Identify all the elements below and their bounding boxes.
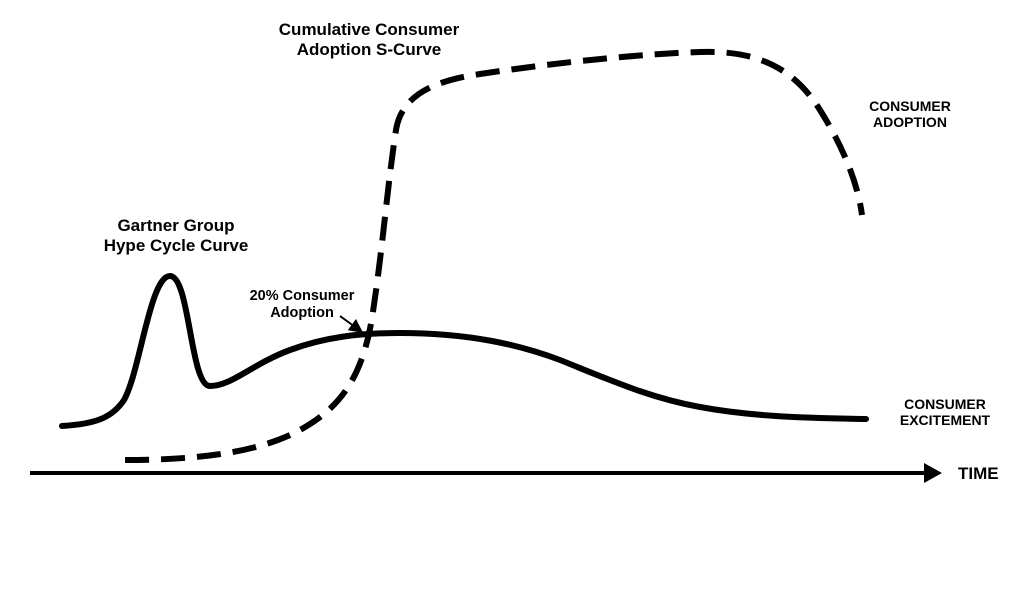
consumer-excitement-label-line1: CONSUMER: [904, 396, 986, 412]
adoption-s-curve: [124, 48, 865, 463]
scurve-title: Cumulative Consumer Adoption S-Curve: [262, 20, 476, 59]
time-axis-label-text: TIME: [958, 464, 999, 483]
callout-arrow: [339, 315, 364, 333]
consumer-excitement-label-line2: EXCITEMENT: [899, 412, 991, 429]
time-axis-label: TIME: [958, 464, 999, 484]
hype-cycle-title-line1: Gartner Group: [117, 216, 235, 235]
hype-cycle-title: Gartner Group Hype Cycle Curve: [86, 216, 266, 255]
consumer-adoption-label-line2: ADOPTION: [873, 114, 947, 131]
consumer-adoption-label-line1: CONSUMER: [869, 98, 951, 114]
scurve-title-line2: Adoption S-Curve: [296, 39, 442, 59]
consumer-adoption-label: CONSUMER ADOPTION: [850, 98, 970, 130]
scurve-title-line1: Cumulative Consumer: [278, 20, 460, 39]
consumer-excitement-label: CONSUMER EXCITEMENT: [882, 396, 1008, 428]
adoption-20-callout-line2: Adoption: [270, 304, 334, 321]
adoption-20-callout-line1: 20% Consumer: [249, 288, 355, 304]
adoption-20-callout: 20% Consumer Adoption: [232, 288, 372, 321]
hype-cycle-title-line2: Hype Cycle Curve: [103, 235, 249, 255]
time-axis-arrowhead: [924, 463, 942, 483]
hype-cycle-curve: [59, 272, 869, 429]
